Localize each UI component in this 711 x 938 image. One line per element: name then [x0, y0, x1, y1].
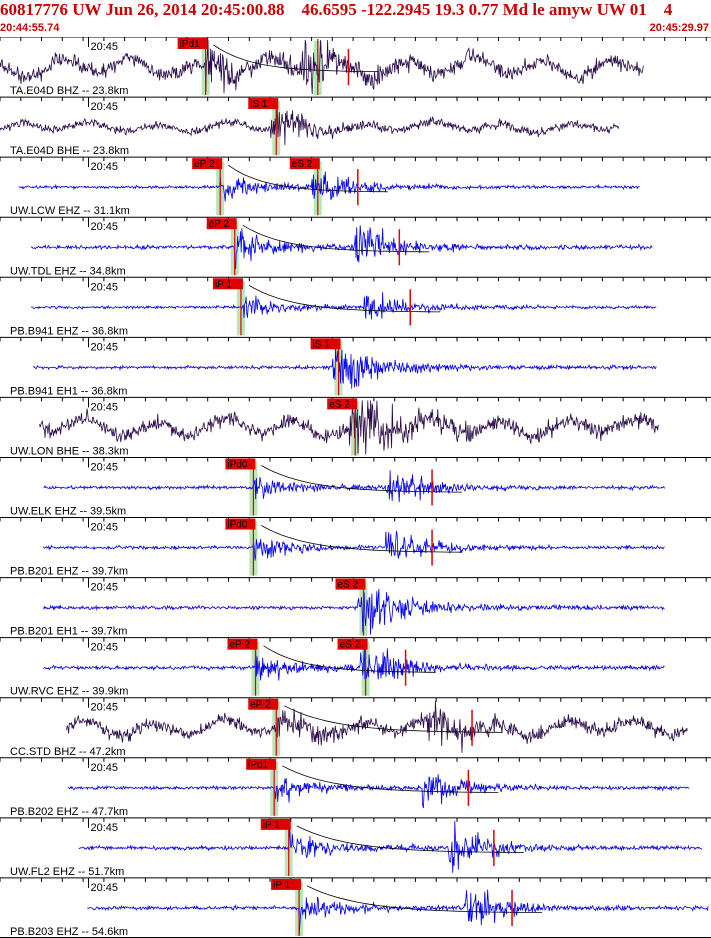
- pick-label-box: [310, 338, 341, 350]
- minute-tick-label: 20:45: [90, 161, 118, 173]
- coda-decay-curve: [248, 284, 441, 313]
- minute-tick-label: 20:45: [90, 582, 118, 594]
- waveform: [43, 470, 665, 503]
- station-label: UW.FL2 EHZ -- 51.7km: [10, 866, 124, 878]
- waveform: [66, 700, 688, 753]
- pick-label-box: [177, 38, 208, 49]
- pick-label: eS 2: [337, 580, 358, 591]
- waveform: [43, 588, 665, 635]
- pick-label-box: [271, 878, 302, 890]
- pick-label: eP 2: [209, 219, 230, 230]
- pick-label: eS 2: [292, 159, 313, 170]
- coda-decay-curve: [306, 885, 543, 913]
- station-label: PB.B941 EHZ -- 36.8km: [10, 325, 128, 337]
- coda-decay-curve: [242, 224, 430, 253]
- minute-tick-label: 20:45: [90, 522, 118, 534]
- waveform: [30, 225, 653, 270]
- coda-decay-curve: [282, 765, 499, 793]
- pick-label: iP 1: [273, 880, 290, 891]
- pick-label: iS 1: [313, 339, 331, 350]
- minute-tick-label: 20:45: [90, 822, 118, 834]
- event-title: 60817776 UW Jun 26, 2014 20:45:00.88 46.…: [0, 0, 673, 19]
- end-time-label: 20:45:29.97: [649, 22, 709, 34]
- waveform: [18, 171, 640, 202]
- pick-label-box: [246, 758, 277, 770]
- pick-label-box: [337, 638, 368, 650]
- pick-label-box: [192, 158, 223, 170]
- coda-decay-curve: [227, 164, 388, 193]
- waveform: [68, 774, 690, 809]
- minute-tick-label: 20:45: [90, 221, 118, 233]
- pick-label-box: [248, 698, 279, 710]
- pick-label: iPd0: [227, 520, 247, 531]
- pick-label: iP 1: [215, 279, 232, 290]
- minute-tick-label: 20:45: [90, 461, 118, 473]
- minute-tick-label: 20:45: [90, 882, 118, 894]
- waveform: [0, 108, 620, 146]
- pick-label: eP 2: [229, 640, 250, 651]
- minute-tick-label: 20:45: [90, 642, 118, 654]
- pick-label-box: [225, 518, 256, 530]
- minute-tick-label: 20:45: [90, 702, 118, 714]
- coda-decay-curve: [261, 525, 463, 553]
- pick-label: iPd1: [248, 760, 268, 771]
- minute-tick-label: 20:45: [90, 281, 118, 293]
- coda-decay-curve: [284, 705, 503, 733]
- pick-label-box: [327, 398, 358, 410]
- plot-header: 60817776 UW Jun 26, 2014 20:45:00.88 46.…: [0, 0, 711, 37]
- pick-label: eP 2: [194, 159, 215, 170]
- waveform: [0, 39, 644, 95]
- pick-label-box: [260, 818, 291, 830]
- pick-label: eS 2: [329, 399, 350, 410]
- station-label: UW.LON BHE -- 38.3km: [10, 445, 129, 457]
- waveform: [43, 530, 665, 561]
- waveform: [78, 820, 703, 873]
- station-label: PB.B202 EHZ -- 47.7km: [10, 806, 128, 818]
- pick-label: iPd1: [180, 39, 200, 50]
- station-label: UW.LCW EHZ -- 31.1km: [10, 205, 130, 217]
- station-label: PB.B201 EH1 -- 39.7km: [10, 626, 127, 638]
- pick-label-box: [335, 578, 366, 590]
- minute-tick-label: 20:45: [90, 41, 118, 53]
- pick-label: iPd0: [227, 459, 247, 470]
- pick-label-box: [248, 98, 279, 110]
- station-label: UW.TDL EHZ -- 34.8km: [10, 265, 126, 277]
- station-label: PB.B941 EH1 -- 36.8km: [10, 385, 127, 397]
- seismogram-panel: 20:45 iPd1 TA.E04D BHZ -- 23.8km 20:45 iS 1 T…: [0, 37, 711, 938]
- station-label: PB.B203 EHZ -- 54.6km: [10, 926, 128, 938]
- station-label: CC.STD BHZ -- 47.2km: [10, 746, 126, 758]
- coda-decay-curve: [296, 825, 524, 853]
- waveform: [39, 400, 659, 455]
- minute-tick-label: 20:45: [90, 101, 118, 113]
- pick-label-box: [212, 278, 243, 290]
- pick-label: eS 2: [340, 640, 361, 651]
- station-label: TA.E04D BHZ -- 23.8km: [10, 85, 128, 97]
- pick-label-box: [225, 458, 256, 470]
- coda-decay-curve: [263, 645, 436, 673]
- minute-tick-label: 20:45: [90, 401, 118, 413]
- coda-decay-curve: [261, 465, 463, 493]
- pick-label: iP 1: [263, 820, 280, 831]
- waveform: [32, 348, 657, 389]
- station-label: TA.E04D BHE -- 23.8km: [10, 145, 129, 157]
- pick-label-box: [227, 638, 258, 650]
- pick-label: eP 2: [250, 700, 271, 711]
- station-label: UW.ELK EHZ -- 39.5km: [10, 506, 126, 518]
- coda-decay-curve: [213, 44, 379, 73]
- waveform: [30, 292, 657, 320]
- pick-label-box: [206, 218, 237, 230]
- start-time-label: 20:44:55.74: [0, 22, 60, 34]
- pick-label-box: [289, 158, 320, 170]
- station-label: UW.RVC EHZ -- 39.9km: [10, 686, 128, 698]
- minute-tick-label: 20:45: [90, 762, 118, 774]
- waveform: [43, 643, 665, 681]
- minute-tick-label: 20:45: [90, 341, 118, 353]
- waveform: [87, 889, 709, 936]
- station-label: PB.B201 EHZ -- 39.7km: [10, 566, 128, 578]
- pick-label: iS 1: [250, 99, 268, 110]
